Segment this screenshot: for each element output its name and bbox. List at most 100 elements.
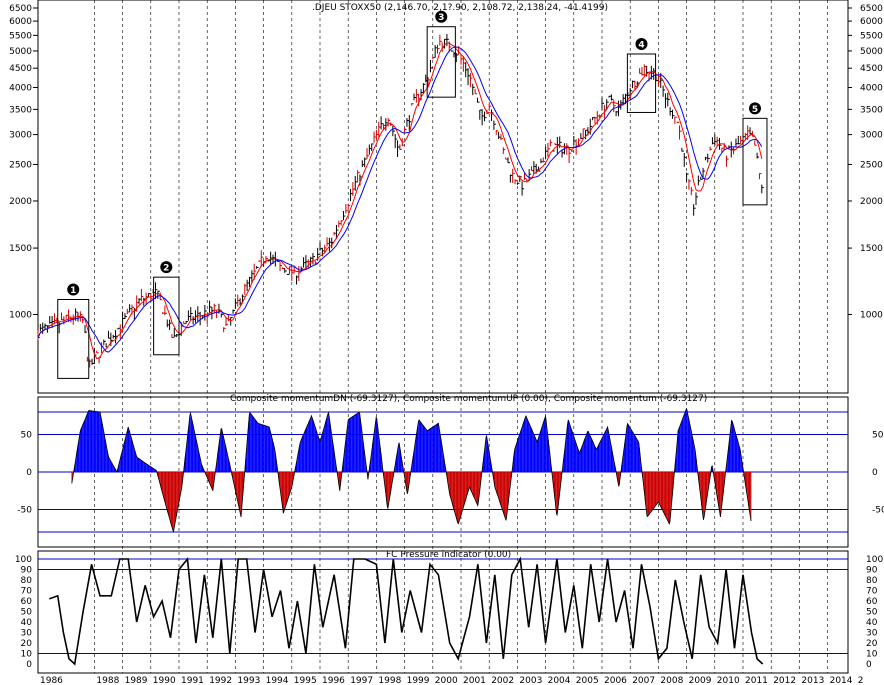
- x-tick-label: 1994: [266, 676, 289, 685]
- x-tick-label: 2012: [773, 676, 796, 685]
- momentum-title: Composite momentumDN (-69.3127), Composi…: [230, 394, 707, 404]
- pressure-line: [49, 556, 764, 666]
- annotation-label: 2: [163, 264, 169, 274]
- annotation-label: 3: [438, 13, 444, 23]
- price-tick-left: 1500: [9, 244, 32, 254]
- moving-average-fast: [37, 42, 763, 360]
- pressure-tick-left: 80: [21, 576, 33, 586]
- annotation-marker: [435, 10, 448, 23]
- x-tick-label: 2003: [519, 676, 542, 685]
- pressure-tick-left: 30: [21, 629, 33, 639]
- x-tick-label: 2007: [632, 676, 655, 685]
- axes: 1986 1988 1989 1990 1991 1992 1993 1994 1995 1996…: [9, 4, 884, 685]
- pressure-tick-right: 20: [866, 639, 878, 649]
- x-tick-label: 2001: [463, 676, 486, 685]
- x-tick-label: 2011: [745, 676, 768, 685]
- momentum-tick-right: 50: [872, 431, 884, 441]
- price-tick-left: 6500: [9, 4, 32, 14]
- pressure-tick-left: 0: [26, 660, 32, 670]
- x-tick-label: 2014: [830, 676, 853, 685]
- annotation-marker: [160, 261, 173, 274]
- pressure-panel: [38, 556, 848, 666]
- pressure-tick-left: 60: [21, 597, 33, 607]
- x-tick-label: 2009: [689, 676, 712, 685]
- pressure-tick-right: 0: [866, 660, 872, 670]
- price-tick-left: 5000: [9, 47, 32, 57]
- pressure-tick-left: 100: [15, 555, 32, 565]
- pressure-tick-right: 50: [866, 608, 878, 618]
- annotation-marker: [635, 37, 648, 50]
- annotation-box: [742, 117, 768, 206]
- x-tick-label: 2013: [801, 676, 824, 685]
- pressure-tick-left: 10: [21, 650, 33, 660]
- annotation-box: [153, 276, 180, 356]
- annotation-label: 5: [752, 105, 758, 115]
- annotation-label: 1: [70, 286, 76, 296]
- price-tick-left: 1000: [9, 310, 32, 320]
- x-tick-label: 1989: [125, 676, 148, 685]
- pressure-tick-right: 100: [866, 555, 883, 565]
- x-tick-label: 1990: [153, 676, 176, 685]
- annotation-label: 4: [638, 40, 644, 50]
- price-tick-right: 3000: [860, 131, 883, 141]
- pressure-tick-right: 40: [866, 618, 878, 628]
- moving-average-slow: [37, 46, 763, 353]
- pressure-tick-left: 70: [21, 587, 33, 597]
- pressure-tick-right: 60: [866, 597, 878, 607]
- price-tick-right: 5500: [860, 31, 883, 41]
- annotation-marker: [748, 102, 761, 115]
- price-tick-right: 4000: [860, 83, 883, 93]
- x-tick-label: 1998: [378, 676, 401, 685]
- pressure-tick-right: 70: [866, 587, 878, 597]
- price-tick-left: 6000: [9, 17, 32, 27]
- price-tick-right: 1500: [860, 244, 883, 254]
- price-tick-left: 5500: [9, 31, 32, 41]
- price-tick-right: 5000: [860, 47, 883, 57]
- price-tick-right: 1000: [860, 310, 883, 320]
- pressure-tick-left: 40: [21, 618, 33, 628]
- x-tick-label: 2010: [717, 676, 740, 685]
- panel-border: [37, 0, 849, 394]
- price-tick-right: 3500: [860, 105, 883, 115]
- price-tick-right: 6000: [860, 17, 883, 27]
- momentum-tick-right: 0: [872, 468, 878, 478]
- momentum-tick-left: 50: [21, 431, 33, 441]
- price-tick-left: 2500: [9, 160, 32, 170]
- price-tick-left: 3000: [9, 131, 32, 141]
- pressure-title: FC Pressure indicator (0.00): [386, 550, 511, 560]
- pressure-tick-right: 30: [866, 629, 878, 639]
- x-tick-label: 2004: [548, 676, 571, 685]
- x-tick-label: 2000: [435, 676, 458, 685]
- price-tick-left: 4000: [9, 83, 32, 93]
- annotation-box: [626, 53, 657, 113]
- price-title: .DJEU STOXX50 (2,146.70, 2,1?.90, 2,108.…: [312, 3, 608, 13]
- x-tick-label: 1986: [40, 676, 63, 685]
- price-tick-right: 6500: [860, 4, 883, 14]
- pressure-tick-right: 90: [866, 566, 878, 576]
- x-tick-label: 2005: [576, 676, 599, 685]
- grid-lines: [94, 0, 828, 673]
- x-tick-label: 2008: [660, 676, 683, 685]
- x-tick-label: 1995: [294, 676, 317, 685]
- x-tick-label: 2002: [491, 676, 514, 685]
- momentum-envelope: [71, 407, 752, 533]
- pressure-tick-left: 50: [21, 608, 33, 618]
- price-tick-left: 4500: [9, 64, 32, 74]
- annotation-box: [426, 26, 456, 98]
- x-tick-label: 1996: [322, 676, 345, 685]
- price-panel: 1 2 3 4 5: [37, 10, 768, 379]
- momentum-tick-left: 0: [26, 468, 32, 478]
- x-tick-label: 1993: [237, 676, 260, 685]
- price-tick-right: 2500: [860, 160, 883, 170]
- pressure-tick-right: 80: [866, 576, 878, 586]
- price-tick-left: 3500: [9, 105, 32, 115]
- pressure-tick-right: 10: [866, 650, 878, 660]
- x-tick-label: 1991: [181, 676, 204, 685]
- momentum-tick-right: -50: [872, 506, 884, 516]
- x-tick-label: 1992: [209, 676, 232, 685]
- x-tick-label: 2006: [604, 676, 627, 685]
- x-tick-label: 1999: [407, 676, 430, 685]
- momentum-tick-left: -50: [17, 506, 32, 516]
- price-tick-left: 2000: [9, 197, 32, 207]
